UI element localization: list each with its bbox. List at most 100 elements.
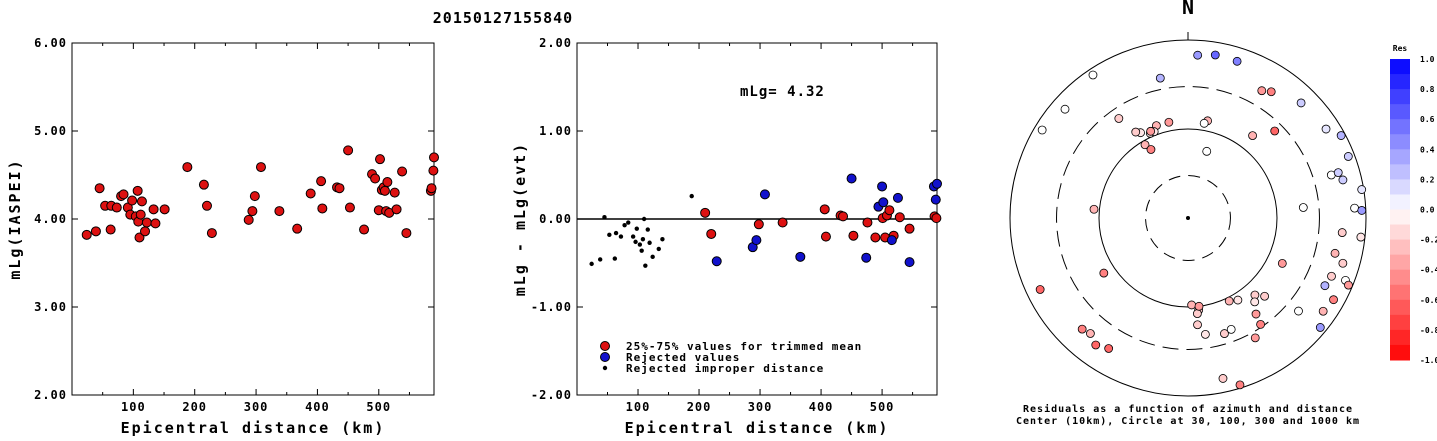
data-point-trimmed	[94, 183, 105, 194]
colorbar-cell	[1390, 209, 1410, 226]
data-point-rejected	[751, 235, 762, 246]
data-point-improper	[689, 193, 694, 199]
x-tick-label: 400	[305, 400, 330, 414]
x-tick-label: 100	[626, 400, 651, 414]
station-residual-marker	[1344, 280, 1353, 290]
data-point-rejected	[795, 251, 806, 262]
data-point-improper	[647, 240, 652, 245]
y-tick-label: 5.00	[34, 124, 67, 138]
data-point-improper	[645, 227, 650, 232]
data-point-trimmed	[397, 166, 408, 177]
data-point-trimmed	[243, 214, 254, 225]
data-point-trimmed	[343, 145, 354, 156]
data-point-improper	[622, 222, 627, 228]
data-point-trimmed	[159, 204, 170, 215]
station-residual-marker	[1338, 175, 1348, 185]
colorbar-cell	[1390, 329, 1410, 346]
x-tick-label: 100	[121, 400, 146, 414]
y-tick-label: -1.00	[531, 300, 572, 314]
station-residual-marker	[1250, 297, 1260, 307]
data-point-trimmed	[428, 165, 439, 176]
data-point-trimmed	[90, 226, 101, 237]
colorbar-tick-label: -1.0	[1420, 356, 1437, 365]
data-point-trimmed	[884, 205, 895, 216]
data-point-trimmed	[182, 162, 193, 173]
station-residual-marker	[1187, 300, 1197, 310]
station-residual-marker	[1140, 140, 1150, 150]
station-residual-marker	[1260, 291, 1270, 301]
legend-marker-trimmed	[600, 341, 610, 351]
station-residual-marker	[1320, 281, 1330, 291]
data-point-trimmed	[292, 223, 303, 234]
data-point-trimmed	[255, 162, 266, 173]
figure-title: 20150127155840	[433, 9, 573, 27]
station-residual-marker	[1336, 131, 1346, 140]
ring-300km	[1056, 86, 1320, 350]
data-point-improper	[589, 261, 594, 267]
data-point-rejected	[930, 194, 941, 205]
data-point-trimmed	[344, 202, 355, 213]
station-residual-marker	[1235, 380, 1245, 390]
data-point-trimmed	[894, 212, 905, 223]
station-residual-marker	[1226, 324, 1236, 334]
data-point-trimmed	[136, 196, 147, 207]
left-chart: 100 200 300 400 500 2.00 3.00 4.00 5.00 6.00 mLg(I…	[6, 36, 439, 437]
data-point-rejected	[877, 181, 888, 192]
station-residual-marker	[1086, 329, 1095, 338]
station-residual-marker	[1193, 50, 1203, 60]
data-point-rejected	[904, 257, 915, 268]
station-residual-marker	[1146, 145, 1156, 154]
station-residual-marker	[1294, 306, 1303, 316]
x-tick-label: 200	[687, 400, 712, 414]
data-point-improper	[637, 242, 643, 247]
y-tick-label: 1.00	[539, 124, 572, 138]
data-point-improper	[597, 257, 603, 262]
data-point-improper	[650, 254, 655, 260]
station-residual-marker	[1296, 98, 1306, 108]
station-residual-marker	[1357, 185, 1367, 194]
x-tick-label: 400	[809, 400, 834, 414]
colorbar-tick-label: -0.4	[1420, 266, 1437, 275]
station-residual-marker	[1270, 126, 1280, 136]
polar-caption-line1: Residuals as a function of azimuth and d…	[1023, 403, 1353, 415]
colorbar-cell	[1390, 134, 1410, 150]
colorbar-cell	[1390, 74, 1410, 90]
data-point-rejected	[861, 252, 872, 263]
data-point-improper	[612, 256, 618, 261]
station-residual-marker	[1099, 268, 1109, 278]
y-tick-label: 6.00	[34, 36, 67, 50]
station-residual-marker	[1315, 323, 1325, 332]
y-tick-label: -2.00	[531, 388, 572, 402]
station-residual-marker	[1202, 146, 1212, 156]
data-point-improper	[630, 234, 636, 239]
data-point-trimmed	[274, 206, 285, 217]
colorbar-tick-label: -0.2	[1420, 236, 1437, 245]
data-point-trimmed	[862, 217, 873, 228]
data-point-trimmed	[370, 173, 381, 184]
colorbar-cell	[1390, 104, 1410, 120]
colorbar-cell	[1390, 164, 1410, 180]
data-point-improper	[656, 246, 661, 252]
ring-30km	[1145, 175, 1231, 261]
data-point-trimmed	[429, 152, 439, 163]
station-residual-marker	[1199, 118, 1209, 128]
data-point-trimmed	[148, 204, 159, 215]
station-residual-marker	[1194, 301, 1204, 311]
x-tick-label: 300	[244, 400, 269, 414]
station-residual-marker	[1248, 131, 1257, 141]
station-residual-marker	[1298, 203, 1308, 212]
station-residual-marker	[1337, 228, 1347, 237]
data-point-trimmed	[389, 187, 400, 198]
y-axis-label: mLg(IASPEI)	[6, 158, 24, 279]
data-point-improper	[607, 232, 612, 238]
station-residual-marker	[1192, 309, 1202, 318]
station-residual-marker	[1251, 309, 1261, 319]
north-label: N	[1182, 0, 1194, 19]
data-point-trimmed	[127, 195, 138, 206]
station-residual-marker	[1060, 104, 1070, 114]
x-axis-label: Epicentral distance (km)	[625, 419, 890, 437]
station-residual-marker	[1035, 285, 1045, 294]
data-point-trimmed	[111, 202, 122, 213]
data-point-improper	[626, 220, 631, 225]
station-residual-marker	[1338, 258, 1348, 268]
